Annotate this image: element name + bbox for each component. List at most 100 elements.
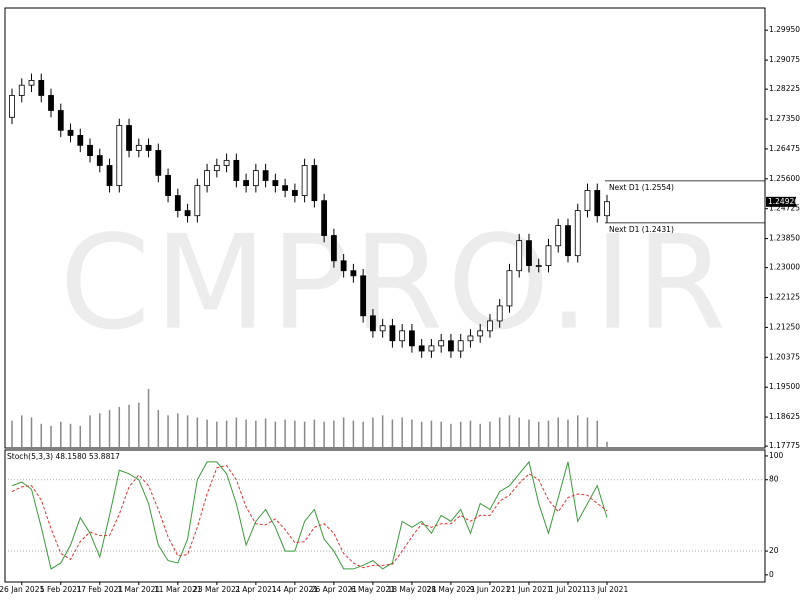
candle-body bbox=[516, 240, 523, 272]
x-tick-label: 5 Feb 2021 bbox=[40, 585, 82, 594]
candle-body bbox=[526, 240, 532, 266]
candle-body bbox=[496, 305, 503, 322]
candle-body bbox=[506, 270, 513, 307]
candle-body bbox=[487, 320, 493, 332]
stoch-title: Stoch(5,3,3) 48.1580 53.8817 bbox=[7, 452, 120, 461]
x-tick-label: 18 May 2021 bbox=[387, 585, 436, 594]
candle-body bbox=[370, 315, 376, 332]
candle-body bbox=[18, 84, 25, 96]
candle-body bbox=[330, 235, 337, 262]
x-tick-label: 14 Apr 2021 bbox=[272, 585, 319, 594]
y-tick-label: 1.27350 bbox=[769, 114, 800, 123]
y-tick-label: 1.28225 bbox=[769, 84, 800, 93]
candle-body bbox=[428, 345, 435, 352]
candle-body bbox=[96, 155, 103, 166]
candle-body bbox=[87, 144, 93, 156]
y-tick-label: 1.29950 bbox=[769, 25, 800, 34]
last-price-box bbox=[766, 196, 796, 207]
last-price-label: 1.24926 bbox=[768, 197, 799, 206]
y-tick-label: 0 bbox=[769, 570, 774, 579]
candle-body bbox=[174, 195, 181, 211]
x-tick-label: 28 May 2021 bbox=[426, 585, 475, 594]
candle-body bbox=[350, 270, 357, 277]
x-tick-label: 17 Feb 2021 bbox=[76, 585, 123, 594]
candle-body bbox=[438, 340, 445, 347]
candle-body bbox=[165, 174, 171, 196]
y-tick-label: 80 bbox=[769, 475, 779, 484]
y-tick-label: 100 bbox=[769, 451, 784, 460]
candle-body bbox=[399, 330, 406, 342]
y-tick-label: 20 bbox=[769, 546, 779, 555]
x-tick-label: 9 Jun 2021 bbox=[470, 585, 511, 594]
y-tick-label: 1.26475 bbox=[769, 144, 800, 153]
candle-body bbox=[233, 159, 240, 181]
candle-body bbox=[555, 225, 562, 247]
candle-body bbox=[126, 125, 132, 151]
candle-body bbox=[477, 330, 484, 337]
y-tick-label: 1.18625 bbox=[769, 412, 800, 421]
candle-body bbox=[360, 275, 367, 317]
candle-body bbox=[28, 80, 35, 86]
candle-body bbox=[545, 245, 552, 266]
candle-body bbox=[301, 165, 308, 196]
y-tick-label: 1.17775 bbox=[769, 441, 800, 450]
candle-body bbox=[574, 210, 581, 257]
x-tick-label: 21 Jun 2021 bbox=[506, 585, 551, 594]
candle-body bbox=[204, 170, 210, 187]
stoch-panel bbox=[4, 449, 766, 583]
candle-body bbox=[48, 95, 54, 111]
y-tick-label: 1.22125 bbox=[769, 293, 800, 302]
candle-body bbox=[448, 340, 454, 352]
stoch-line bbox=[11, 460, 608, 570]
candle-body bbox=[282, 185, 289, 191]
stoch-line bbox=[11, 464, 608, 569]
next-level-label: Next D1 (1.2554) bbox=[609, 183, 674, 192]
x-tick-label: 1 Mar 2021 bbox=[117, 585, 160, 594]
y-tick-label: 1.20375 bbox=[769, 352, 800, 361]
x-tick-label: 23 Mar 2021 bbox=[193, 585, 241, 594]
y-tick-label: 1.21250 bbox=[769, 322, 800, 331]
y-tick-label: 1.24725 bbox=[769, 204, 800, 213]
y-tick-label: 1.25600 bbox=[769, 174, 800, 183]
candle-body bbox=[457, 340, 464, 352]
next-level-label: Next D1 (1.2431) bbox=[609, 225, 674, 234]
x-tick-label: 1 Jul 2021 bbox=[549, 585, 587, 594]
candle-body bbox=[116, 125, 123, 187]
candle-body bbox=[106, 165, 113, 187]
y-tick-label: 1.19500 bbox=[769, 382, 800, 391]
candle-body bbox=[155, 150, 162, 176]
candle-body bbox=[145, 144, 152, 151]
candle-body bbox=[389, 325, 396, 342]
candle-body bbox=[135, 144, 142, 151]
x-tick-label: 26 Jan 2021 bbox=[0, 585, 44, 594]
y-tick-label: 1.23850 bbox=[769, 234, 800, 243]
candle-body bbox=[57, 110, 64, 131]
candle-body bbox=[418, 345, 425, 352]
x-tick-label: 2 Apr 2021 bbox=[235, 585, 277, 594]
candle-body bbox=[223, 159, 230, 166]
price-panel bbox=[4, 7, 766, 449]
candle-body bbox=[594, 190, 601, 217]
candle-body bbox=[262, 170, 269, 181]
x-tick-label: 11 Mar 2021 bbox=[154, 585, 202, 594]
y-tick-label: 1.29075 bbox=[769, 55, 800, 64]
candle-body bbox=[379, 325, 386, 332]
candle-body bbox=[243, 180, 249, 187]
candle-body bbox=[467, 335, 474, 342]
candle-body bbox=[67, 129, 74, 136]
candle-body bbox=[272, 180, 279, 187]
candle-body bbox=[38, 80, 45, 96]
candle-body bbox=[409, 330, 415, 347]
x-tick-label: 26 Apr 2021 bbox=[311, 585, 358, 594]
candle-body bbox=[184, 210, 191, 217]
candle-body bbox=[252, 170, 259, 187]
x-tick-label: 13 Jul 2021 bbox=[586, 585, 629, 594]
candle-body bbox=[565, 225, 571, 257]
candle-body bbox=[194, 185, 201, 217]
x-tick-label: 6 May 2021 bbox=[351, 585, 395, 594]
candle-body bbox=[311, 165, 318, 202]
candle-body bbox=[321, 200, 328, 236]
candle-body bbox=[9, 95, 15, 118]
